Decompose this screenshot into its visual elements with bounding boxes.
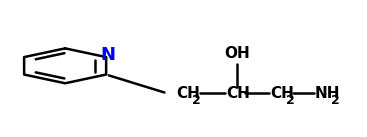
Text: 2: 2 [192, 94, 201, 107]
Text: NH: NH [315, 86, 340, 101]
Text: 2: 2 [331, 94, 340, 107]
Text: N: N [101, 46, 116, 64]
Text: OH: OH [224, 46, 250, 61]
Text: 2: 2 [286, 94, 295, 107]
Text: CH: CH [226, 86, 250, 101]
Text: CH: CH [270, 86, 294, 101]
Text: CH: CH [176, 86, 200, 101]
